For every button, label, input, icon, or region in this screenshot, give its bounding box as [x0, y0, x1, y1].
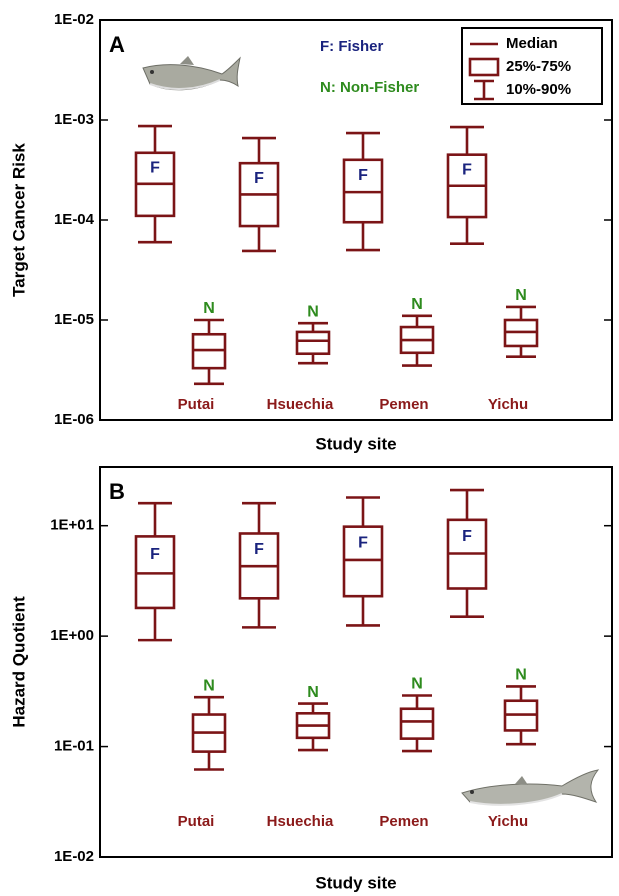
box-marker-label: F: [150, 160, 160, 177]
legend-box: [461, 27, 603, 105]
box-plot: N: [191, 300, 227, 386]
x-axis-title: Study site: [315, 434, 396, 453]
category-label: Putai: [178, 813, 215, 830]
box: [342, 525, 384, 598]
box-plot: N: [295, 303, 331, 365]
y-tick-label: 1E-03: [54, 111, 94, 128]
box-marker-label: F: [254, 170, 264, 187]
box: [399, 707, 435, 740]
y-tick-label: 1E-05: [54, 311, 94, 328]
box-marker-label: F: [150, 546, 160, 563]
y-tick-label: 1E-04: [54, 211, 95, 228]
category-label: Pemen: [379, 813, 428, 830]
box-plot: F: [134, 501, 176, 642]
category-label: Putai: [178, 396, 215, 413]
fish-bottom: [461, 769, 600, 806]
plot-frame: [99, 466, 613, 858]
legend-entry: N: Non-Fisher: [320, 79, 419, 96]
box-marker-label: N: [515, 287, 527, 304]
box-plot: F: [134, 124, 176, 244]
legend-box-symbol: [468, 57, 500, 77]
box-plot: F: [238, 136, 280, 253]
category-label: Hsuechia: [267, 813, 334, 830]
box-marker-label: N: [515, 667, 527, 684]
box-marker-label: N: [411, 296, 423, 313]
box-plot: N: [295, 684, 331, 752]
y-tick-label: 1E-02: [54, 11, 94, 28]
box-marker-label: N: [307, 684, 319, 701]
legend-entry: 10%-90%: [506, 81, 571, 98]
category-label: Pemen: [379, 396, 428, 413]
box-plot: F: [342, 131, 384, 252]
y-axis-title: Target Cancer Risk: [9, 143, 28, 297]
box-plot: F: [238, 501, 280, 629]
fish-top: [142, 56, 241, 91]
box-plot: N: [503, 667, 539, 746]
box-marker-label: F: [358, 535, 368, 552]
box-marker-label: F: [462, 161, 472, 178]
box-marker-label: F: [462, 528, 472, 545]
box-marker-label: N: [203, 300, 215, 317]
box-plot: N: [399, 676, 435, 753]
legend-entry: F: Fisher: [320, 38, 384, 55]
y-tick-label: 1E-01: [54, 738, 94, 755]
box-marker-label: N: [307, 303, 319, 320]
category-label: Yichu: [488, 813, 528, 830]
y-tick-label: 1E+01: [50, 517, 94, 534]
y-tick-label: 1E+00: [50, 627, 94, 644]
box-marker-label: F: [254, 541, 264, 558]
box-plot: F: [342, 496, 384, 627]
box-plot: N: [503, 287, 539, 358]
box: [295, 330, 331, 356]
category-label: Yichu: [488, 396, 528, 413]
panel-label: B: [109, 479, 125, 504]
legend-entry: Median: [506, 35, 558, 52]
y-axis-title: Hazard Quotient: [9, 596, 28, 728]
category-label: Hsuechia: [267, 396, 334, 413]
box-plot: F: [446, 488, 488, 618]
box-plot: F: [446, 125, 488, 245]
box-marker-label: F: [358, 167, 368, 184]
box-plot: N: [191, 677, 227, 771]
y-tick-label: 1E-06: [54, 411, 94, 428]
x-axis-title: Study site: [315, 873, 396, 892]
panel-label: A: [109, 32, 125, 57]
box-marker-label: N: [411, 676, 423, 693]
y-tick-label: 1E-02: [54, 848, 94, 865]
legend-entry: 25%-75%: [506, 58, 571, 75]
box-plot: N: [399, 296, 435, 367]
box-marker-label: N: [203, 677, 215, 694]
